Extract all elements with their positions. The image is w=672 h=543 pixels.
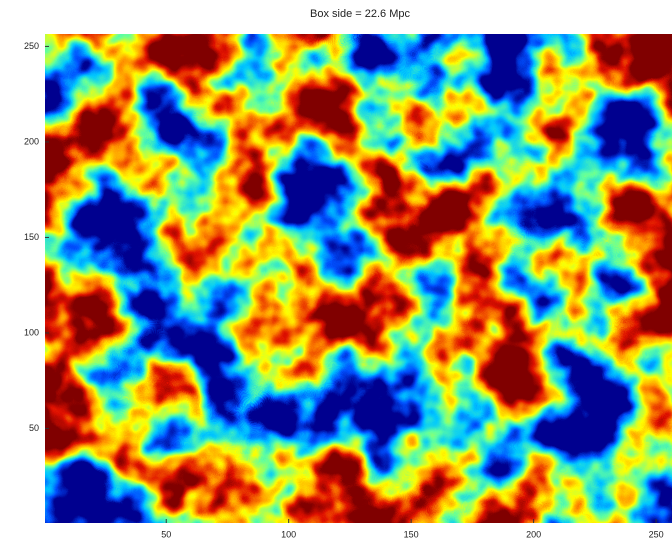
chart-title: Box side = 22.6 Mpc	[310, 8, 410, 20]
x-tick-label: 150	[404, 529, 419, 539]
x-tick-label: 200	[526, 529, 541, 539]
y-tick-label: 150	[24, 232, 39, 242]
x-tick-label: 250	[649, 529, 664, 539]
y-tick-label: 100	[24, 327, 39, 337]
y-tick-label: 50	[29, 423, 39, 433]
x-tick-label: 50	[161, 529, 171, 539]
heatmap-field	[45, 34, 672, 523]
x-tick-label: 100	[281, 529, 296, 539]
y-tick-label: 250	[24, 41, 39, 51]
y-tick-label: 200	[24, 136, 39, 146]
